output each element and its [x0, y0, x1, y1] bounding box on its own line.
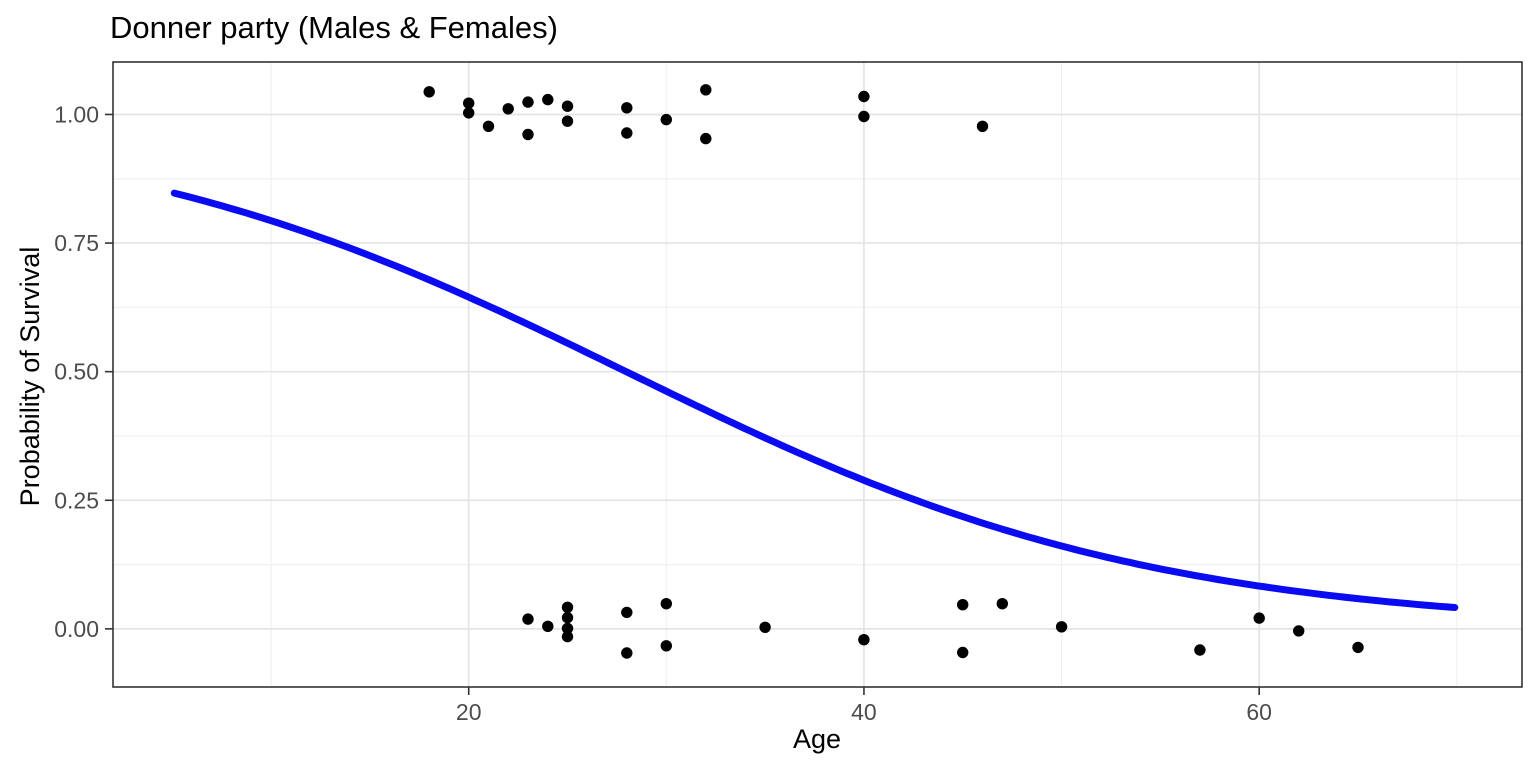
data-point	[957, 646, 969, 659]
chart-title: Donner party (Males & Females)	[110, 10, 558, 45]
y-tick-label: 0.00	[54, 616, 99, 642]
data-point	[660, 113, 672, 126]
data-point	[463, 97, 475, 109]
data-point	[1352, 641, 1364, 654]
data-point	[522, 613, 534, 625]
data-point	[482, 120, 495, 132]
data-point	[660, 640, 672, 652]
data-point	[561, 622, 574, 635]
data-point	[1293, 625, 1305, 637]
data-point	[858, 634, 870, 646]
data-point	[957, 599, 969, 611]
data-point	[542, 620, 554, 632]
data-point	[561, 115, 574, 127]
data-point	[759, 621, 771, 633]
data-point	[621, 127, 633, 139]
panel-border	[112, 61, 1523, 688]
data-point	[1055, 621, 1068, 633]
data-point	[463, 107, 475, 119]
data-point	[858, 90, 870, 103]
data-points	[423, 84, 1364, 659]
data-point	[561, 611, 574, 624]
data-point	[502, 103, 514, 115]
y-tick-label: 1.00	[54, 101, 99, 127]
y-tick-label: 0.75	[54, 230, 99, 256]
x-tick-label: 40	[851, 699, 877, 725]
data-point	[522, 96, 534, 108]
y-tick-label: 0.25	[54, 487, 99, 513]
data-point	[858, 110, 870, 123]
gridlines-minor	[113, 62, 1522, 687]
data-point	[561, 630, 574, 643]
data-point	[621, 647, 633, 659]
data-point	[976, 120, 989, 132]
data-point	[700, 84, 712, 96]
data-point	[1253, 612, 1265, 624]
data-point	[522, 128, 534, 141]
data-point	[561, 100, 574, 112]
y-tick-label: 0.50	[54, 359, 99, 385]
data-point	[700, 132, 712, 145]
x-axis-title: Age	[792, 724, 842, 754]
data-point	[542, 93, 554, 106]
data-point	[1194, 644, 1206, 656]
logistic-fit-curve	[170, 189, 1459, 611]
y-axis-title: Probability of Survival	[15, 246, 45, 507]
data-point	[621, 102, 633, 114]
data-point	[660, 598, 672, 610]
data-point	[561, 601, 574, 613]
data-point	[996, 598, 1008, 610]
data-point	[621, 606, 633, 619]
y-tick-labels: 0.00 0.25 0.50 0.75 1.00	[54, 101, 99, 641]
x-tick-labels: 20 40 60	[456, 699, 1272, 725]
axis-tick-marks	[105, 113, 1260, 695]
x-tick-label: 60	[1246, 699, 1272, 725]
data-point	[423, 86, 435, 98]
x-tick-label: 20	[456, 699, 482, 725]
